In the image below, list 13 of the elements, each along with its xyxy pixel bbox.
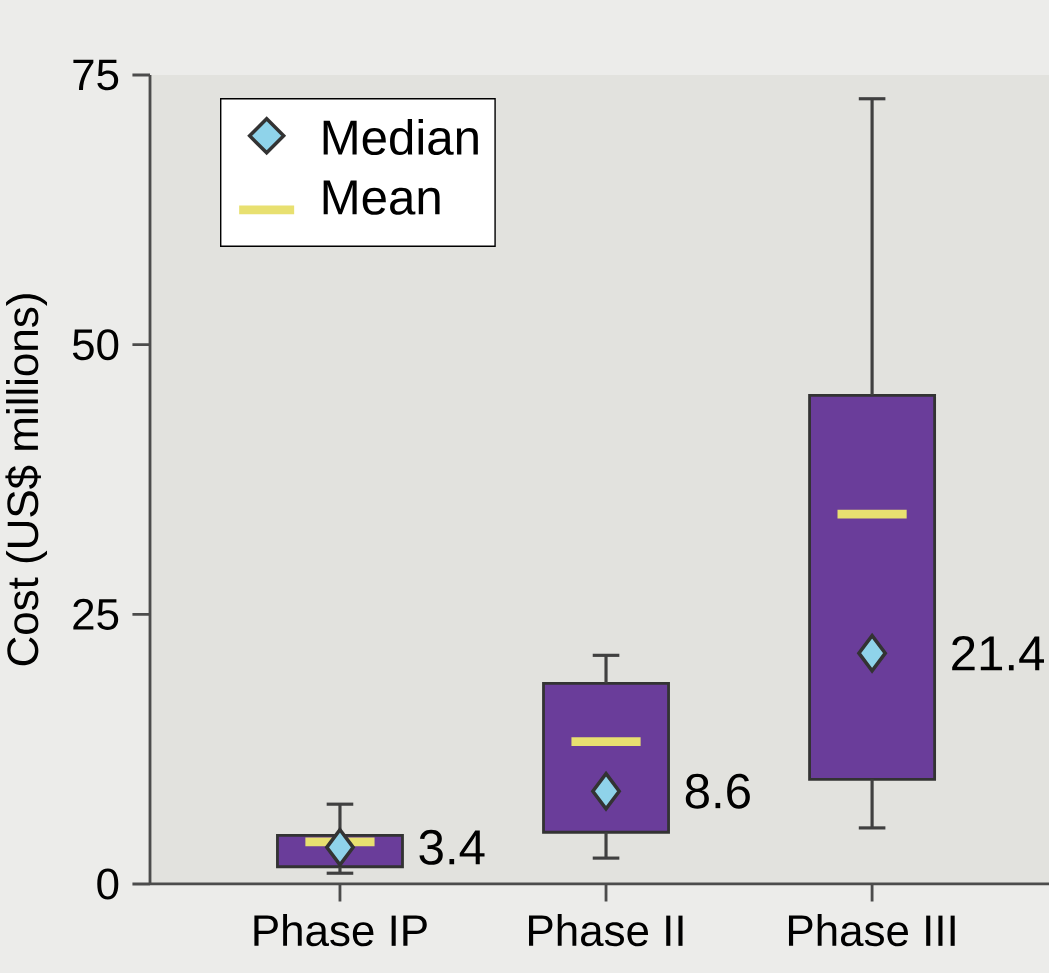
annotation: 8.6	[685, 773, 750, 809]
annotation: 3.4	[419, 829, 485, 865]
y-tick-label: 75	[73, 59, 119, 91]
y-tick-label: 0	[97, 868, 119, 900]
annotation: Mean	[323, 180, 440, 215]
x-tick-label: Phase IP	[254, 913, 427, 947]
y-tick-label: 50	[72, 329, 119, 361]
x-tick-label: Phase II	[529, 913, 683, 947]
x-tick-label: Phase III	[788, 913, 955, 947]
y-axis-title: Cost (US$ millions)	[5, 294, 48, 666]
annotation: 21.4	[952, 635, 1044, 671]
y-tick-label: 25	[73, 598, 119, 630]
annotation: Median	[323, 118, 478, 156]
